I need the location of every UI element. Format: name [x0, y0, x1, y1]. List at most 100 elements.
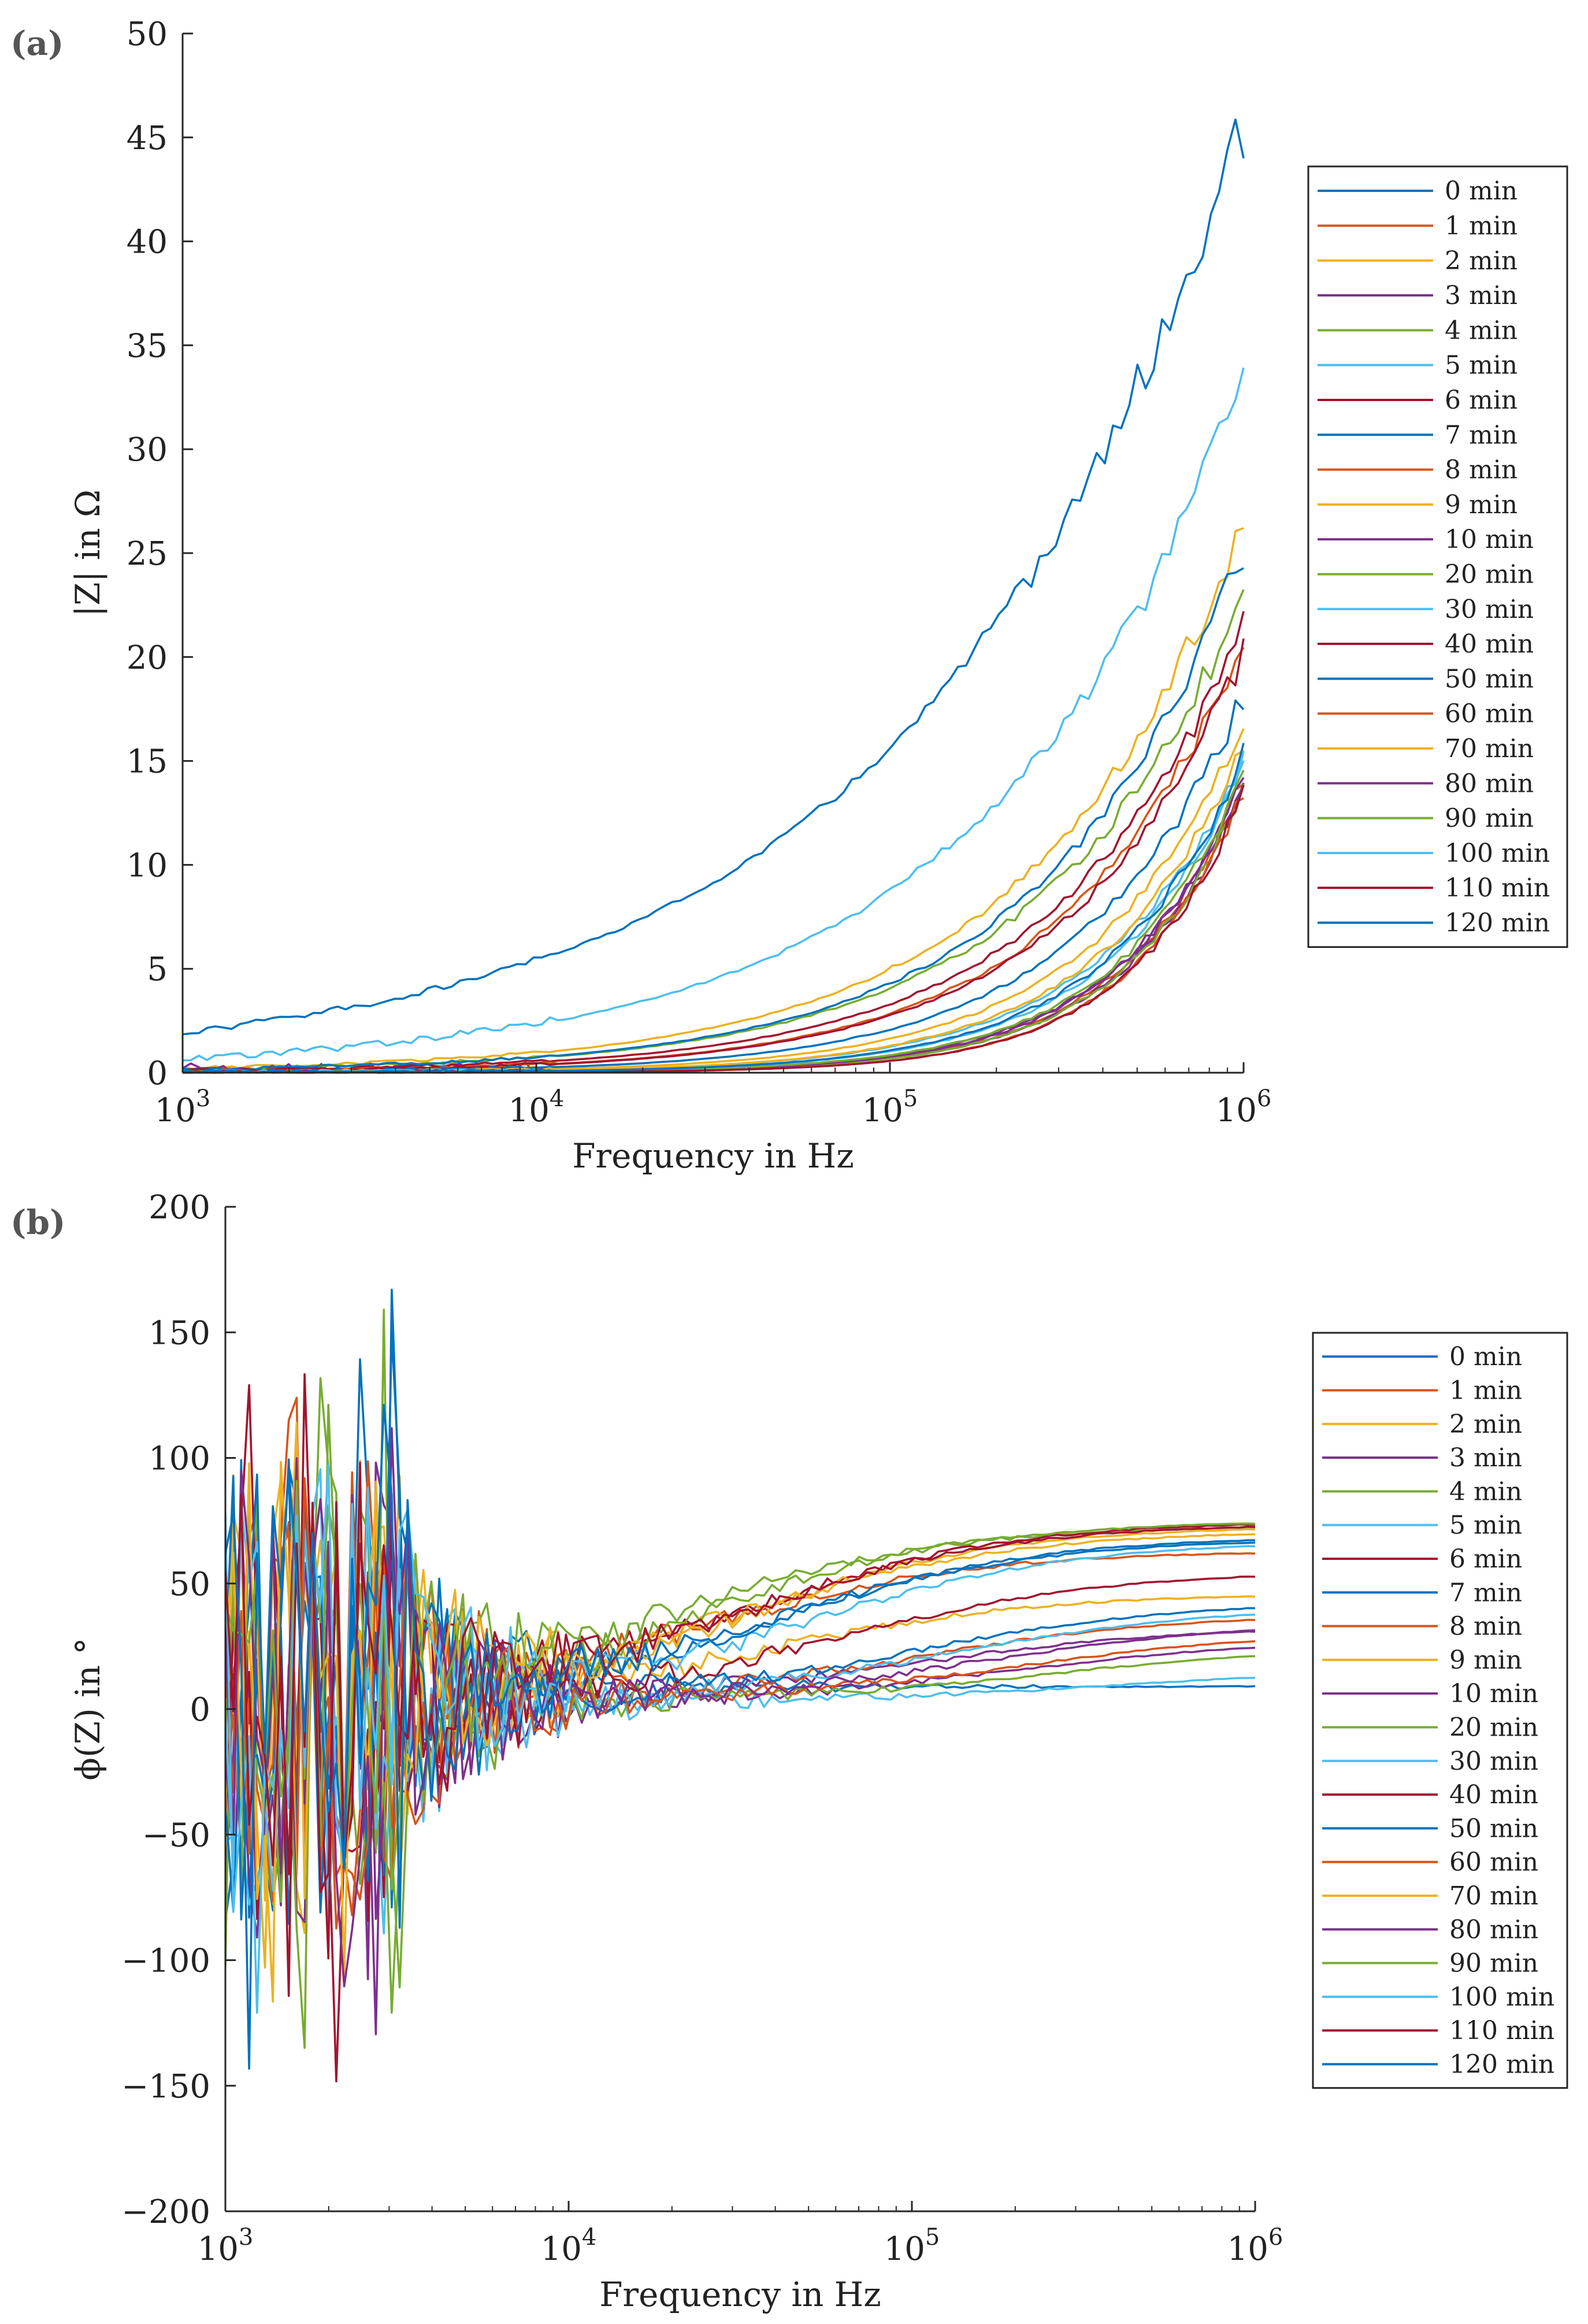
legend-entry: 40 min [1449, 1780, 1538, 1810]
x-axis-label: Frequency in Hz [599, 2275, 881, 2314]
series-line [183, 367, 1245, 1062]
legend-entry: 8 min [1449, 1612, 1522, 1641]
x-axis-label: Frequency in Hz [572, 1136, 854, 1176]
y-tick-label: −150 [121, 2068, 210, 2106]
series-line [183, 783, 1245, 1074]
legend-entry: 120 min [1449, 2049, 1554, 2079]
legend-entry: 7 min [1449, 1578, 1522, 1607]
impedance-phase-chart: −200 −150 −100 −50 0 50 100 150 200 103 104 105 106 F… [68, 1189, 1568, 2314]
legend-entry: 0 min [1445, 176, 1517, 206]
series-line [183, 749, 1244, 1074]
legend-entry: 8 min [1445, 455, 1517, 485]
legend-entry: 30 min [1445, 595, 1534, 624]
legend-entry: 2 min [1449, 1410, 1522, 1439]
x-tick-label: 103 [198, 2224, 254, 2268]
y-tick-label: 200 [149, 1189, 210, 1226]
y-tick-label: 50 [169, 1566, 210, 1603]
x-tick-label: 104 [541, 2224, 597, 2268]
legend-entry: 70 min [1445, 734, 1534, 763]
series-line [225, 1491, 1256, 2049]
series-line [183, 118, 1245, 1036]
legend-entry: 5 min [1445, 351, 1517, 380]
series-line [183, 760, 1245, 1074]
y-tick-label: 30 [127, 431, 168, 469]
series-line [183, 699, 1245, 1074]
x-tick-label: 106 [1227, 2224, 1283, 2268]
legend-entry: 90 min [1445, 804, 1534, 833]
y-tick-label: 25 [127, 535, 168, 573]
legend-entry: 6 min [1449, 1544, 1522, 1574]
legend: 0 min 1 min 2 min 3 min 4 min 5 min 6 min 7 min… [1312, 1332, 1568, 2089]
panel-a-label: (a) [10, 24, 64, 63]
series-line [225, 1329, 1256, 1921]
legend-entry: 80 min [1445, 769, 1534, 798]
series-line [225, 1467, 1256, 1919]
x-tick-label: 105 [862, 1085, 918, 1129]
y-tick-label: 0 [147, 1055, 168, 1092]
legend-entry: 110 min [1449, 2016, 1554, 2045]
series-line [183, 743, 1245, 1074]
series-lines [225, 1288, 1256, 2082]
legend-entry: 9 min [1449, 1645, 1522, 1675]
impedance-magnitude-chart: 0 5 10 15 20 25 30 35 40 45 50 103 104 105 106 Frequenc… [68, 16, 1568, 1176]
series-line [225, 1459, 1256, 1969]
legend-entry: 90 min [1449, 1949, 1538, 1978]
legend-entry: 1 min [1445, 211, 1517, 240]
series-line [225, 1463, 1256, 2014]
y-tick-label: 100 [149, 1440, 210, 1478]
legend-entry: 60 min [1449, 1848, 1538, 1877]
legend-entry: 2 min [1445, 246, 1517, 276]
y-axis-label: ϕ(Z) in ° [68, 1638, 107, 1781]
x-tick-label: 103 [155, 1085, 211, 1129]
legend-entry: 40 min [1445, 629, 1534, 659]
y-tick-label: 10 [127, 847, 168, 884]
y-tick-label: −100 [121, 1943, 210, 1980]
y-tick-label: −200 [121, 2193, 210, 2231]
legend-entry: 4 min [1449, 1477, 1522, 1506]
legend-entry: 5 min [1449, 1511, 1522, 1540]
legend-entry: 3 min [1445, 281, 1517, 310]
legend-entry: 70 min [1449, 1881, 1538, 1911]
legend-entry: 20 min [1449, 1713, 1538, 1742]
y-tick-label: 20 [127, 639, 168, 677]
series-line [183, 784, 1245, 1074]
series-lines [183, 118, 1245, 1074]
series-line [183, 567, 1244, 1071]
legend-entry: 10 min [1449, 1679, 1538, 1708]
series-line [183, 611, 1245, 1073]
legend-box [1307, 165, 1568, 948]
series-line [225, 1493, 1256, 1893]
legend: 0 min 1 min 2 min 3 min 4 min 5 min 6 min 7 min… [1307, 165, 1568, 948]
panel-b-label: (b) [10, 1203, 65, 1242]
legend-entry: 10 min [1445, 525, 1534, 554]
y-tick-label: 0 [190, 1691, 210, 1729]
x-tick-label: 105 [884, 2224, 940, 2268]
x-tick-label: 104 [509, 1085, 565, 1129]
x-tick-label: 106 [1216, 1085, 1272, 1129]
y-tick-label: 5 [147, 951, 168, 988]
legend-entry: 20 min [1445, 559, 1534, 589]
legend-entry: 7 min [1445, 420, 1517, 450]
legend-entry: 100 min [1449, 1982, 1554, 2012]
legend-entry: 110 min [1445, 873, 1550, 903]
y-tick-label: 40 [127, 224, 168, 261]
series-line [183, 728, 1245, 1074]
legend-entry: 60 min [1445, 699, 1534, 729]
legend-entry: 50 min [1445, 664, 1534, 694]
legend-entry: 9 min [1445, 490, 1517, 520]
y-axis-label: |Z| in Ω [68, 490, 107, 617]
y-tick-label: 45 [127, 120, 168, 157]
series-line [225, 1403, 1256, 2070]
legend-entry: 4 min [1445, 316, 1517, 345]
legend-entry: 30 min [1449, 1747, 1538, 1776]
y-tick-label: −50 [142, 1817, 210, 1854]
legend-entry: 3 min [1449, 1443, 1522, 1473]
y-tick-label: 35 [127, 327, 168, 365]
y-tick-label: 50 [127, 16, 168, 53]
y-tick-label: 15 [127, 743, 168, 781]
series-line [183, 751, 1245, 1074]
legend-entry: 120 min [1445, 908, 1550, 937]
legend-entry: 0 min [1449, 1342, 1522, 1372]
series-line [183, 785, 1245, 1074]
